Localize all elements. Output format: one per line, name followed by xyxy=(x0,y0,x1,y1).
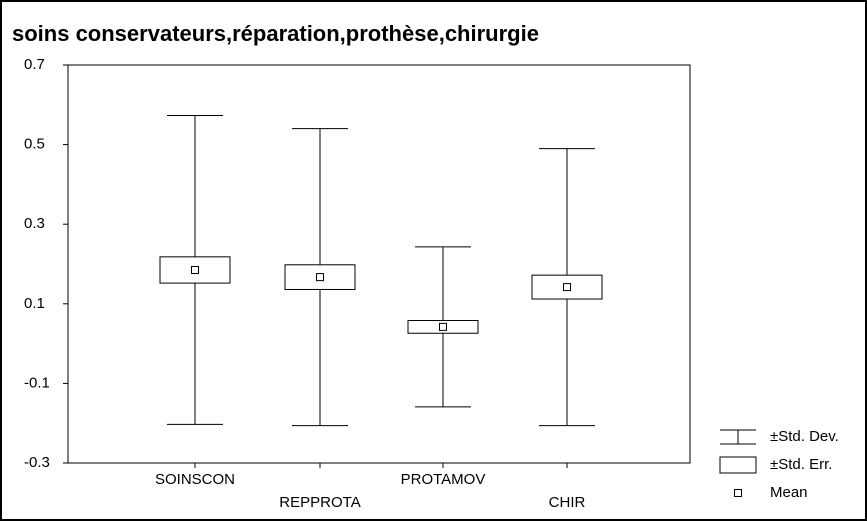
legend-label: ±Std. Err. xyxy=(770,456,832,473)
y-tick-label: 0.3 xyxy=(24,215,45,232)
legend-label: ±Std. Dev. xyxy=(770,428,839,445)
mean-marker xyxy=(191,265,199,274)
y-tick-label: 0.1 xyxy=(24,295,45,312)
plot-area xyxy=(67,64,691,464)
mean-marker xyxy=(439,322,447,331)
x-tick-label: PROTAMOV xyxy=(401,471,486,488)
x-tick-label: REPPROTA xyxy=(279,494,360,511)
y-tick-label: -0.3 xyxy=(24,454,50,471)
mean-marker xyxy=(316,273,324,282)
y-tick-label: 0.7 xyxy=(24,56,45,73)
mean-marker xyxy=(563,283,571,292)
legend-label: Mean xyxy=(770,484,808,501)
chart-title: soins conservateurs,réparation,prothèse,… xyxy=(12,21,539,46)
legend-mean xyxy=(734,489,742,497)
y-tick-label: 0.5 xyxy=(24,136,45,153)
y-tick-label: -0.1 xyxy=(24,374,50,391)
legend-box xyxy=(719,456,757,474)
x-tick-label: SOINSCON xyxy=(155,471,235,488)
x-tick-label: CHIR xyxy=(549,494,586,511)
